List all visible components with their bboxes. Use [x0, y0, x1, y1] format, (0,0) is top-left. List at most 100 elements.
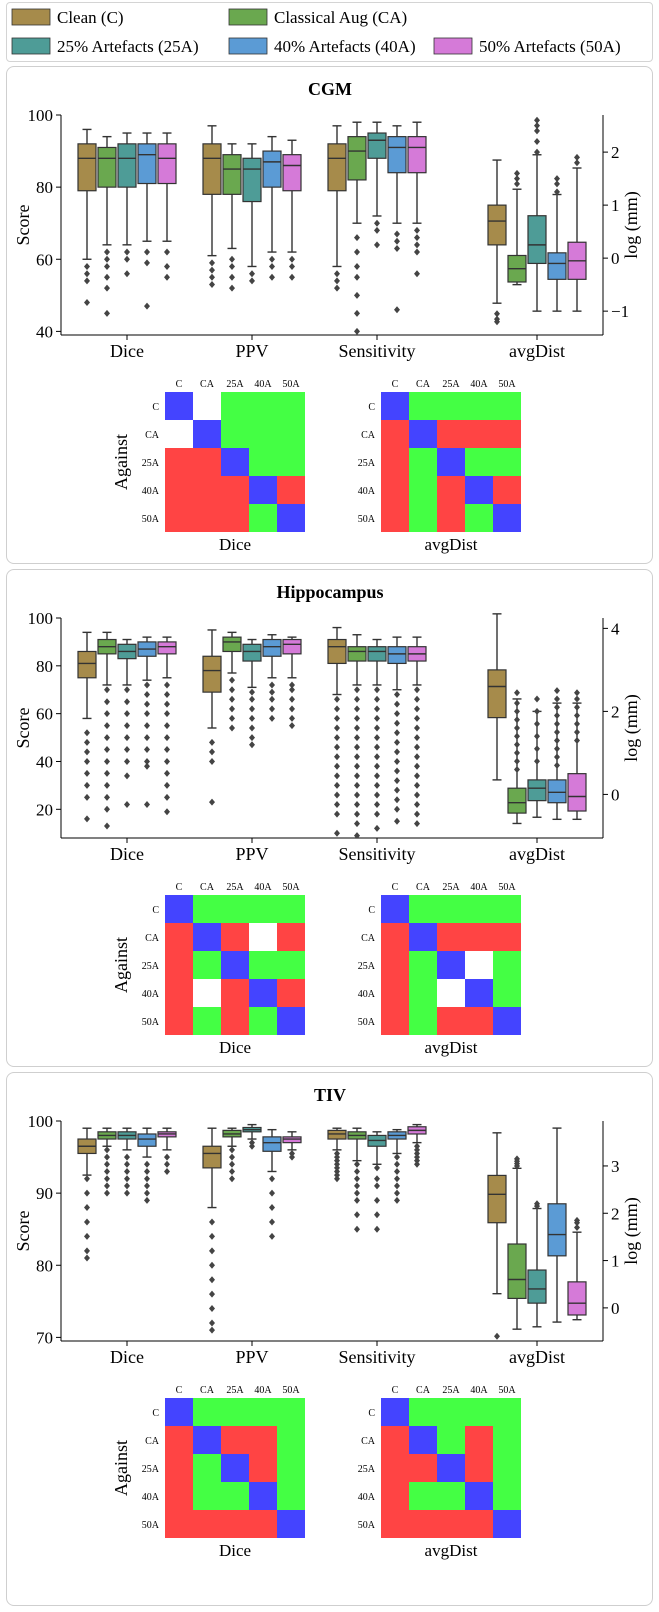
outlier	[494, 318, 500, 326]
heatmap-cell	[221, 476, 249, 504]
heatmap-cell	[465, 1007, 493, 1035]
heatmap-cell	[277, 923, 305, 951]
panel-tiv-svg: TIV 70 80 90 100 0 1 2 3 Score log (mm) Dice PPV Sens…	[13, 1085, 642, 1560]
outlier	[144, 302, 150, 310]
outlier	[124, 1153, 130, 1161]
y2-tick-label: 4	[611, 619, 620, 638]
heatmap-cell	[437, 448, 465, 476]
outlier	[144, 1167, 150, 1175]
outlier	[534, 757, 540, 765]
outlier	[164, 781, 170, 789]
x-tick-label: avgDist	[509, 844, 565, 864]
outlier	[229, 695, 235, 703]
heatmap-cell	[493, 1426, 521, 1454]
outlier	[414, 810, 420, 818]
outlier	[574, 159, 580, 167]
heatmap-cell	[165, 895, 193, 923]
heatmap-col-label: C	[176, 882, 183, 893]
heatmap-cell	[437, 1454, 465, 1482]
panel-cgm-svg: CGM 40 60 80 100 −1 0 1 2 Score log (mm) Dice PPV Sen…	[13, 79, 642, 554]
y2-axis-label: log (mm)	[621, 694, 642, 762]
outlier	[374, 824, 380, 832]
heatmap-col-label: 50A	[498, 1385, 516, 1396]
outlier	[124, 734, 130, 742]
outlier	[554, 188, 560, 196]
outlier	[334, 781, 340, 789]
outlier	[334, 695, 340, 703]
heatmap-xlabel: Dice	[219, 535, 251, 554]
box	[327, 1129, 347, 1140]
outlier	[374, 734, 380, 742]
outlier	[374, 801, 380, 809]
outlier	[354, 1196, 360, 1204]
heatmap-cell	[165, 504, 193, 532]
outlier	[269, 695, 275, 703]
heatmap-cell	[437, 476, 465, 504]
x-tick-label: Sensitivity	[338, 1347, 415, 1367]
heatmap-ylabel: Against	[111, 937, 131, 993]
outlier	[354, 1211, 360, 1219]
outlier	[414, 781, 420, 789]
outlier	[334, 284, 340, 292]
outlier	[209, 748, 215, 756]
box	[202, 1145, 222, 1169]
heatmap-col-label: 40A	[254, 379, 272, 390]
heatmap-cell	[493, 1482, 521, 1510]
outlier	[554, 761, 560, 769]
outlier	[209, 1247, 215, 1255]
box	[487, 204, 507, 246]
heatmap-cell	[409, 1007, 437, 1035]
outlier	[334, 705, 340, 713]
heatmap-cell	[277, 1398, 305, 1426]
outlier	[354, 1175, 360, 1183]
outlier	[269, 681, 275, 689]
outlier	[144, 681, 150, 689]
y-tick-label: 70	[36, 1328, 53, 1347]
heatmap-cell	[465, 1482, 493, 1510]
outlier	[394, 1175, 400, 1183]
outlier	[269, 705, 275, 713]
outlier	[414, 226, 420, 234]
outlier	[354, 724, 360, 732]
outlier	[84, 729, 90, 737]
heatmap-cell	[165, 476, 193, 504]
outlier	[554, 728, 560, 736]
outlier	[354, 743, 360, 751]
heatmap-cell	[409, 1482, 437, 1510]
box	[507, 787, 527, 814]
outlier	[269, 1175, 275, 1183]
outlier	[514, 741, 520, 749]
heatmap-cell	[193, 1007, 221, 1035]
y2-tick-label: 0	[611, 785, 620, 804]
panel-tiv: TIV 70 80 90 100 0 1 2 3 Score log (mm) Dice PPV Sens…	[6, 1072, 653, 1606]
outlier	[354, 753, 360, 761]
outlier	[229, 676, 235, 684]
heatmap-row-label: 50A	[358, 1017, 376, 1028]
heatmap-cell	[277, 895, 305, 923]
outlier	[554, 180, 560, 188]
heatmap-row-label: C	[368, 402, 375, 413]
heatmap-row-label: C	[368, 1408, 375, 1419]
outlier	[334, 772, 340, 780]
outlier	[104, 284, 110, 292]
outlier	[124, 1167, 130, 1175]
outlier	[354, 772, 360, 780]
box	[222, 154, 242, 195]
heatmap-cell	[249, 923, 277, 951]
box	[282, 1136, 302, 1144]
outlier	[554, 745, 560, 753]
heatmap-cell	[249, 504, 277, 532]
outlier	[554, 753, 560, 761]
heatmap-cell	[249, 1482, 277, 1510]
y2-axis-label: log (mm)	[621, 191, 642, 259]
heatmap-cell	[165, 979, 193, 1007]
y2-tick-label: 1	[611, 196, 620, 215]
outlier	[334, 801, 340, 809]
y-tick-label: 60	[36, 250, 53, 269]
heatmap-cell	[249, 1426, 277, 1454]
box	[527, 1269, 547, 1304]
box	[77, 650, 97, 679]
heatmap-cell	[277, 476, 305, 504]
outlier	[354, 791, 360, 799]
outlier	[514, 699, 520, 707]
